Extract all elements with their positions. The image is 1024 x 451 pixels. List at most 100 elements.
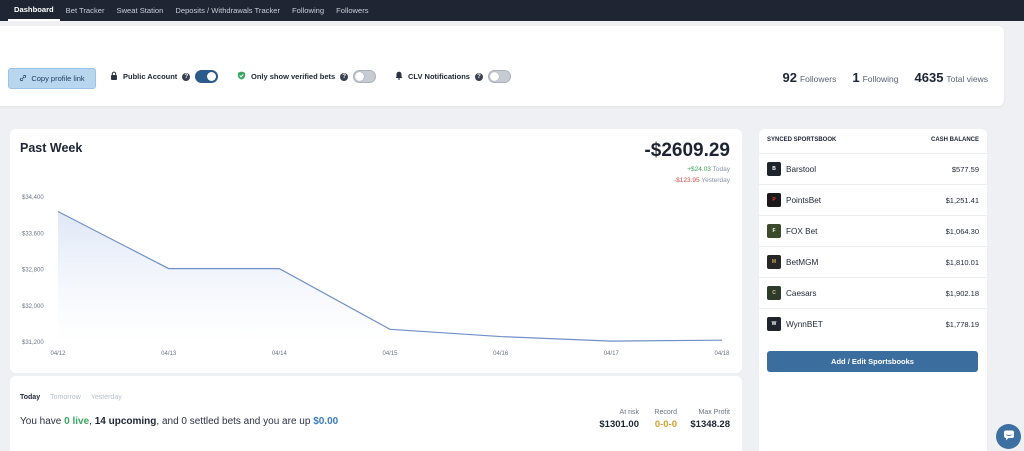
link-icon bbox=[19, 74, 27, 84]
sportsbook-balance: $1,810.01 bbox=[945, 257, 979, 267]
today-summary-card: Today Tomorrow Yesterday You have 0 live… bbox=[10, 376, 742, 451]
top-navigation: Dashboard Bet Tracker Sweat Station Depo… bbox=[0, 0, 1024, 21]
x-tick-label: 04/18 bbox=[714, 351, 730, 357]
sportsbook-balance: $577.59 bbox=[951, 164, 979, 174]
clv-notifications-toggle[interactable] bbox=[487, 70, 511, 83]
sportsbook-row-pointsbet[interactable]: P PointsBet $1,251.41 bbox=[759, 184, 987, 215]
at-risk-metric: At risk $1301.00 bbox=[599, 409, 639, 430]
x-tick-label: 04/17 bbox=[604, 351, 620, 357]
wynnbet-logo-icon: W bbox=[767, 317, 781, 331]
following-stat[interactable]: 1 Following bbox=[852, 70, 898, 85]
sportsbook-name: PointsBet bbox=[786, 195, 822, 205]
sportsbook-name: BetMGM bbox=[786, 257, 819, 267]
tab-today[interactable]: Today bbox=[20, 394, 41, 401]
nav-item-bet-tracker[interactable]: Bet Tracker bbox=[65, 6, 105, 15]
clv-notifications-setting: CLV Notifications ? bbox=[395, 70, 511, 83]
verified-bets-label: Only show verified bets bbox=[251, 72, 336, 81]
week-total-value: -$2609.29 bbox=[644, 140, 730, 161]
tab-yesterday[interactable]: Yesterday bbox=[90, 394, 122, 401]
live-bets-count: 0 live bbox=[64, 416, 90, 427]
clv-notifications-label: CLV Notifications bbox=[408, 72, 470, 81]
sportsbook-balance: $1,251.41 bbox=[945, 195, 979, 205]
profile-stats: 92 Followers 1 Following 4635 Total view… bbox=[783, 70, 988, 85]
y-tick-label: $32,800 bbox=[22, 268, 44, 274]
record-label: Record bbox=[654, 409, 677, 416]
sportsbook-balance: $1,778.19 bbox=[945, 319, 979, 329]
chart-title: Past Week bbox=[20, 141, 83, 155]
following-count: 1 bbox=[852, 70, 860, 85]
sportsbook-name: FOX Bet bbox=[786, 226, 818, 236]
max-profit-label: Max Profit bbox=[698, 409, 730, 416]
at-risk-value: $1301.00 bbox=[599, 419, 639, 430]
x-tick-label: 04/12 bbox=[50, 351, 66, 357]
y-tick-label: $34,400 bbox=[22, 195, 44, 201]
public-account-help-icon[interactable]: ? bbox=[182, 72, 191, 81]
today-change-label: Today bbox=[712, 166, 730, 173]
nav-item-deposits-withdrawals-tracker[interactable]: Deposits / Withdrawals Tracker bbox=[175, 6, 281, 15]
sportsbook-balance: $1,902.18 bbox=[945, 288, 979, 298]
summary-text-2: , bbox=[89, 416, 95, 427]
followers-stat[interactable]: 92 Followers bbox=[783, 70, 837, 85]
nav-item-followers[interactable]: Followers bbox=[336, 6, 369, 15]
record-value: 0-0-0 bbox=[654, 419, 677, 430]
profit-value: $0.00 bbox=[313, 416, 339, 427]
bell-icon bbox=[395, 71, 403, 82]
tab-tomorrow[interactable]: Tomorrow bbox=[50, 394, 81, 401]
total-views-stat: 4635 Total views bbox=[915, 70, 989, 85]
total-views-count: 4635 bbox=[914, 70, 944, 85]
add-edit-sportsbooks-button[interactable]: Add / Edit Sportsbooks bbox=[767, 351, 978, 372]
yesterday-change: -$123.95 Yesterday bbox=[674, 177, 730, 184]
chat-support-button[interactable] bbox=[996, 424, 1021, 449]
total-views-label: Total views bbox=[946, 74, 988, 84]
pointsbet-logo-icon: P bbox=[767, 193, 781, 207]
today-change-value: +$24.03 bbox=[687, 166, 711, 173]
max-profit-metric: Max Profit $1348.28 bbox=[690, 409, 730, 430]
y-tick-label: $32,000 bbox=[22, 304, 44, 310]
shield-check-icon bbox=[237, 71, 246, 82]
foxbet-logo-icon: F bbox=[767, 224, 781, 238]
public-account-setting: Public Account ? bbox=[110, 70, 219, 83]
balance-area-chart: $34,400 $33,600 $32,800 $32,000 $31,200 04/12… bbox=[22, 195, 730, 357]
nav-item-sweat-station[interactable]: Sweat Station bbox=[116, 6, 164, 15]
sportsbook-name: WynnBET bbox=[786, 319, 823, 329]
chart-series-line bbox=[57, 210, 723, 342]
profile-settings-card bbox=[0, 26, 1004, 106]
verified-bets-help-icon[interactable]: ? bbox=[340, 72, 349, 81]
y-tick-label: $31,200 bbox=[22, 340, 44, 346]
public-account-label: Public Account bbox=[123, 72, 178, 81]
followers-count: 92 bbox=[782, 70, 797, 85]
record-metric: Record 0-0-0 bbox=[654, 409, 677, 430]
x-tick-label: 04/13 bbox=[161, 351, 177, 357]
sportsbook-name: Barstool bbox=[786, 164, 817, 174]
barstool-logo-icon: B bbox=[767, 162, 781, 176]
followers-label: Followers bbox=[799, 74, 837, 84]
nav-item-dashboard[interactable]: Dashboard bbox=[8, 0, 60, 21]
sportsbook-row-wynnbet[interactable]: W WynnBET $1,778.19 bbox=[759, 308, 987, 339]
x-tick-label: 04/16 bbox=[493, 351, 509, 357]
caesars-logo-icon: C bbox=[767, 286, 781, 300]
chat-bubble-icon bbox=[1003, 428, 1015, 446]
x-tick-label: 04/15 bbox=[382, 351, 398, 357]
upcoming-bets-count: 14 upcoming bbox=[94, 416, 157, 427]
sportsbook-row-betmgm[interactable]: M BetMGM $1,810.01 bbox=[759, 246, 987, 277]
sportsbook-balance: $1,064.30 bbox=[945, 226, 979, 236]
synced-sportsbook-heading: SYNCED SPORTSBOOK bbox=[767, 137, 837, 143]
summary-text-1: You have bbox=[20, 416, 65, 427]
y-tick-label: $33,600 bbox=[22, 231, 44, 237]
verified-bets-toggle[interactable] bbox=[353, 70, 377, 83]
clv-notifications-help-icon[interactable]: ? bbox=[474, 72, 483, 81]
sportsbook-row-caesars[interactable]: C Caesars $1,902.18 bbox=[759, 277, 987, 308]
lock-icon bbox=[110, 71, 118, 82]
at-risk-label: At risk bbox=[619, 409, 639, 416]
nav-item-following[interactable]: Following bbox=[292, 6, 325, 15]
sportsbook-row-foxbet[interactable]: F FOX Bet $1,064.30 bbox=[759, 215, 987, 246]
public-account-toggle[interactable] bbox=[195, 70, 219, 83]
cash-balance-heading: CASH BALANCE bbox=[931, 137, 979, 143]
copy-profile-link-button[interactable]: Copy profile link bbox=[8, 68, 96, 89]
yesterday-change-label: Yesterday bbox=[701, 177, 730, 184]
sportsbook-row-barstool[interactable]: B Barstool $577.59 bbox=[759, 153, 987, 184]
following-label: Following bbox=[862, 74, 899, 84]
copy-profile-link-label: Copy profile link bbox=[31, 74, 85, 83]
yesterday-change-value: -$123.95 bbox=[673, 177, 700, 184]
past-week-chart-card: Past Week -$2609.29 +$24.03 Today -$123.… bbox=[10, 129, 742, 373]
